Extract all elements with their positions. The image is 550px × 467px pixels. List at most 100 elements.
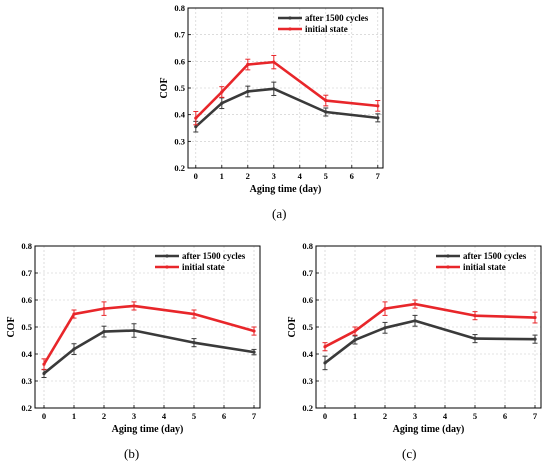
y-tick-label: 0.4 (21, 349, 32, 359)
y-axis-label: COF (287, 316, 298, 337)
data-point (192, 341, 196, 345)
data-point (323, 345, 327, 349)
legend-label: after 1500 cycles (305, 13, 369, 23)
series-line (324, 319, 536, 364)
series-line (194, 60, 378, 120)
legend-marker (165, 265, 169, 269)
data-point (413, 319, 417, 323)
x-tick-label: 5 (473, 411, 477, 421)
y-tick-label: 0.6 (302, 295, 313, 305)
data-point (252, 329, 256, 333)
y-tick-label: 0.3 (174, 136, 185, 146)
x-tick-label: 1 (72, 411, 76, 421)
panel-label-a: (a) (272, 206, 287, 221)
data-point (413, 302, 417, 306)
series-line (43, 329, 255, 375)
data-point (42, 371, 46, 376)
x-tick-label: 0 (42, 411, 46, 421)
x-tick-label: 6 (503, 411, 507, 421)
y-tick-label: 0.7 (174, 30, 185, 40)
x-tick-label: 3 (132, 411, 136, 421)
y-tick-label: 0.3 (21, 376, 32, 386)
chart-c: 0.2 0.3 0.4 0.5 0.6 0.7 0.8 0 1 2 3 4 5 6 7 Aging time … (287, 241, 542, 435)
data-point (220, 90, 224, 94)
x-tick-label: 1 (353, 411, 357, 421)
x-tick-label: 4 (443, 411, 448, 421)
plot-frame (34, 245, 261, 409)
x-axis-label: Aging time (day) (393, 424, 465, 435)
x-tick-label: 6 (350, 171, 354, 181)
legend-marker (446, 254, 450, 258)
data-point (194, 125, 198, 129)
data-point (192, 312, 196, 316)
y-tick-label: 0.7 (21, 268, 32, 278)
legend-marker (446, 265, 450, 269)
data-point (72, 312, 76, 316)
y-tick-label: 0.7 (302, 268, 313, 278)
data-point (473, 314, 477, 318)
data-point (324, 110, 328, 114)
data-point (72, 347, 76, 351)
legend-label: after 1500 cycles (463, 251, 527, 261)
data-point (376, 104, 380, 108)
x-tick-label: 6 (222, 411, 226, 421)
y-tick-label: 0.6 (174, 56, 185, 66)
y-tick-label: 0.8 (302, 241, 313, 251)
x-tick-label: 7 (533, 411, 538, 421)
legend-label: after 1500 cycles (182, 251, 246, 261)
data-point (353, 338, 357, 342)
data-point (132, 304, 136, 308)
series-line (42, 304, 255, 365)
legend-label: initial state (463, 262, 506, 272)
plot-frame (315, 245, 542, 409)
y-tick-label: 0.5 (302, 322, 313, 332)
x-tick-label: 0 (323, 411, 327, 421)
data-point (533, 337, 537, 341)
data-point (272, 87, 276, 91)
x-tick-label: 2 (383, 411, 387, 421)
y-axis-label: COF (6, 316, 17, 337)
x-axis-label: Aging time (day) (112, 424, 184, 435)
legend-marker (165, 254, 169, 258)
data-point (132, 328, 136, 333)
data-point (102, 329, 106, 334)
data-point (220, 101, 224, 105)
data-point (473, 337, 477, 341)
x-axis-label: Aging time (day) (250, 184, 322, 195)
x-tick-label: 7 (252, 411, 257, 421)
legend-marker (288, 27, 292, 31)
series-line (324, 302, 536, 348)
panel-label-c: (c) (402, 446, 417, 461)
data-point (383, 307, 387, 311)
x-tick-label: 7 (376, 171, 381, 181)
y-axis-label: COF (159, 77, 170, 98)
data-point (383, 326, 387, 330)
data-point (353, 329, 357, 333)
legend-marker (288, 16, 292, 20)
data-point (252, 350, 256, 354)
y-tick-label: 0.3 (302, 376, 313, 386)
plot-frame (187, 7, 384, 169)
x-tick-label: 3 (272, 171, 276, 181)
legend-label: initial state (305, 24, 348, 34)
data-point (246, 89, 250, 94)
data-point (323, 361, 327, 365)
chart-b: 0.2 0.3 0.4 0.5 0.6 0.7 0.8 0 1 2 3 4 5 6 7 Aging time … (6, 241, 261, 435)
y-tick-label: 0.5 (21, 322, 32, 332)
data-point (42, 362, 46, 366)
x-tick-label: 2 (102, 411, 106, 421)
y-tick-label: 0.2 (174, 163, 185, 173)
panel-label-b: (b) (124, 446, 140, 461)
x-tick-label: 1 (220, 171, 224, 181)
data-point (376, 116, 380, 120)
y-tick-label: 0.4 (174, 110, 185, 120)
x-tick-label: 4 (162, 411, 167, 421)
y-tick-label: 0.6 (21, 295, 32, 305)
y-tick-label: 0.8 (174, 3, 185, 13)
data-point (102, 307, 106, 311)
x-tick-label: 0 (194, 171, 198, 181)
series-line (194, 87, 378, 128)
x-tick-label: 5 (324, 171, 328, 181)
y-tick-label: 0.8 (21, 241, 32, 251)
data-point (246, 62, 250, 67)
